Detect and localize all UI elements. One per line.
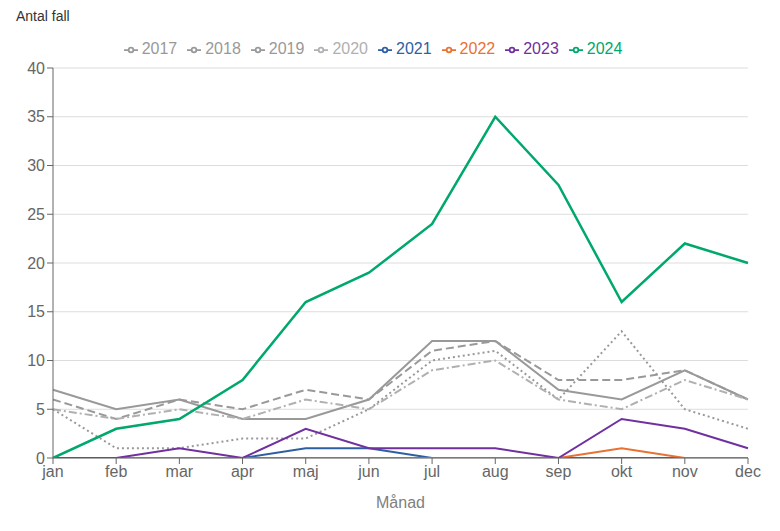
html-text:2018: 2018	[205, 40, 241, 57]
svg-text:dec: dec	[735, 463, 761, 480]
svg-text:maj: maj	[293, 463, 319, 480]
svg-text:okt: okt	[611, 463, 633, 480]
svg-text:aug: aug	[482, 463, 509, 480]
svg-text:jul: jul	[423, 463, 440, 480]
html-text:2024: 2024	[586, 40, 623, 57]
html-text:2019: 2019	[268, 40, 305, 57]
svg-text:nov: nov	[672, 463, 698, 480]
svg-text:25: 25	[27, 206, 45, 223]
html-text:2017: 2017	[141, 40, 178, 57]
svg-text:Månad: Månad	[376, 494, 425, 511]
svg-text:5: 5	[36, 401, 45, 418]
html-text:2020: 2020	[332, 40, 368, 57]
svg-text:15: 15	[27, 303, 45, 320]
svg-text:30: 30	[27, 157, 45, 174]
svg-text:sep: sep	[546, 463, 572, 480]
svg-text:40: 40	[27, 60, 45, 77]
html-text:2023: 2023	[523, 40, 559, 57]
svg-text:jun: jun	[357, 463, 379, 480]
svg-text:feb: feb	[105, 463, 127, 480]
html-text:2021: 2021	[396, 40, 432, 57]
svg-text:apr: apr	[231, 463, 255, 480]
html-text:Antal fall: Antal fall	[16, 8, 70, 24]
svg-text:35: 35	[27, 108, 45, 125]
svg-text:jan: jan	[42, 463, 64, 481]
svg-text:mar: mar	[166, 463, 194, 480]
svg-text:10: 10	[27, 352, 45, 369]
svg-text:20: 20	[27, 255, 45, 272]
svg-text:0: 0	[36, 450, 45, 467]
html-text:2022: 2022	[459, 40, 496, 57]
